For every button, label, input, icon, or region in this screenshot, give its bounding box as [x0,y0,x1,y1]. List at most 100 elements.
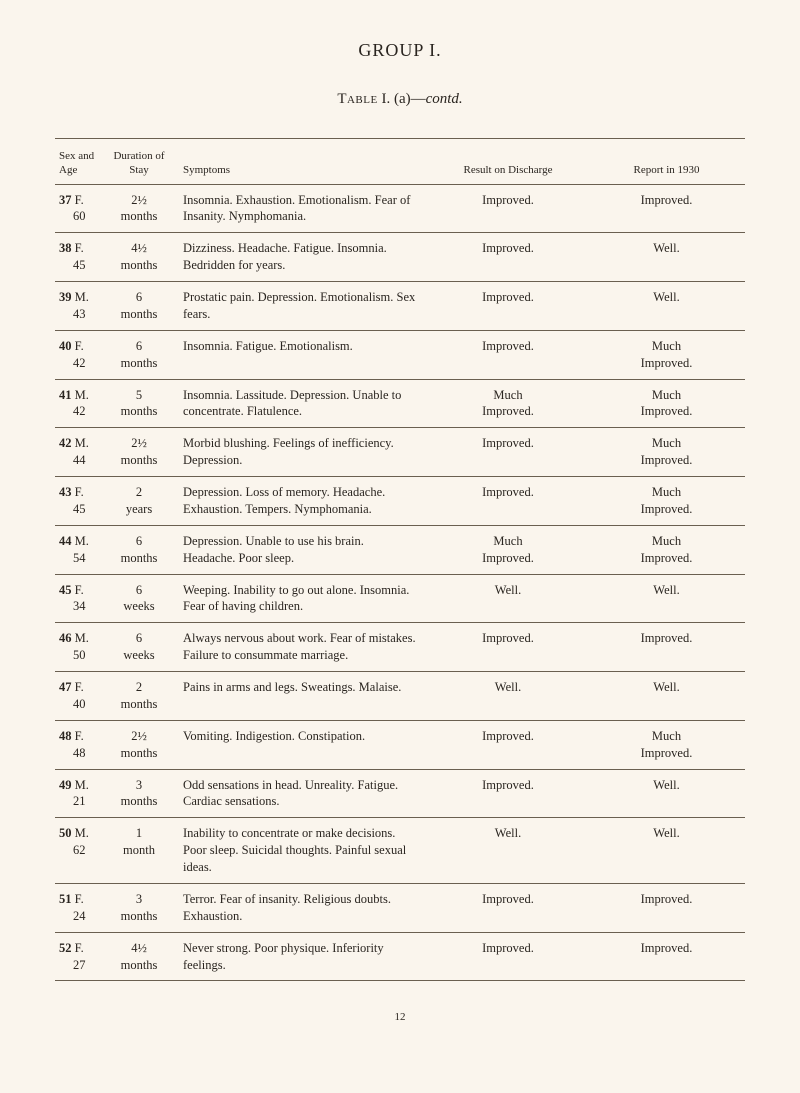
cell-duration: 5 months [105,379,173,428]
cell-duration: 2½ months [105,428,173,477]
table-row: 37 F.602½ monthsInsomnia. Exhaustion. Em… [55,184,745,233]
cell-duration: 6 months [105,282,173,331]
cell-result: Improved. [428,184,588,233]
col-header-report: Report in 1930 [588,139,745,185]
table-row: 50 M.621 monthInability to concentrate o… [55,818,745,884]
cell-duration: 6 weeks [105,623,173,672]
cell-duration: 2½ months [105,720,173,769]
cell-report: Well. [588,574,745,623]
cell-symptoms: Depression. Unable to use his brain. Hea… [173,525,428,574]
cell-sexage: 42 M.44 [55,428,105,477]
col-header-sexage: Sex and Age [55,139,105,185]
cell-result: Well. [428,574,588,623]
cell-report: Well. [588,672,745,721]
table-row: 39 M.436 monthsProstatic pain. Depressio… [55,282,745,331]
cell-duration: 3 months [105,883,173,932]
cell-duration: 2½ months [105,184,173,233]
cell-result: Much Improved. [428,525,588,574]
subheading-number: I. (a)— [378,91,426,107]
table-row: 40 F.426 monthsInsomnia. Fatigue. Emotio… [55,330,745,379]
cell-report: Much Improved. [588,428,745,477]
cell-result: Improved. [428,883,588,932]
subheading-contd: contd. [426,91,463,107]
cell-sexage: 40 F.42 [55,330,105,379]
cell-sexage: 44 M.54 [55,525,105,574]
col-header-result: Result on Discharge [428,139,588,185]
table-row: 43 F.452 yearsDepression. Loss of memory… [55,477,745,526]
table-row: 42 M.442½ monthsMorbid blushing. Feeling… [55,428,745,477]
cell-report: Much Improved. [588,720,745,769]
cell-symptoms: Prostatic pain. Depression. Emotionalism… [173,282,428,331]
cell-sexage: 49 M.21 [55,769,105,818]
table-row: 38 F.454½ monthsDizziness. Headache. Fat… [55,233,745,282]
cell-report: Improved. [588,623,745,672]
cell-symptoms: Depression. Loss of memory. Head­ache. E… [173,477,428,526]
cell-symptoms: Pains in arms and legs. Sweatings. Malai… [173,672,428,721]
cell-report: Well. [588,233,745,282]
table-row: 41 M.425 monthsInsomnia. Lassitude. Depr… [55,379,745,428]
table-row: 48 F.482½ monthsVomiting. Indigestion. C… [55,720,745,769]
cell-report: Improved. [588,932,745,981]
cell-report: Well. [588,769,745,818]
cell-sexage: 52 F.27 [55,932,105,981]
cell-duration: 4½ months [105,233,173,282]
cell-result: Improved. [428,282,588,331]
subheading-table-word: Table [337,91,377,107]
cell-symptoms: Inability to concentrate or make decisio… [173,818,428,884]
cell-sexage: 48 F.48 [55,720,105,769]
cell-result: Improved. [428,233,588,282]
table-row: 49 M.213 monthsOdd sensations in head. U… [55,769,745,818]
table-row: 47 F.402 monthsPains in arms and legs. S… [55,672,745,721]
cell-symptoms: Never strong. Poor physique. Inferiority… [173,932,428,981]
cell-sexage: 38 F.45 [55,233,105,282]
table-row: 46 M.506 weeksAlways nervous about work.… [55,623,745,672]
cell-result: Improved. [428,932,588,981]
cell-result: Well. [428,672,588,721]
table-subheading: Table I. (a)—contd. [55,91,745,108]
table-row: 45 F.346 weeksWeeping. Inability to go o… [55,574,745,623]
cell-symptoms: Odd sensations in head. Unreality. Fatig… [173,769,428,818]
cell-report: Improved. [588,883,745,932]
cell-sexage: 50 M.62 [55,818,105,884]
cell-report: Improved. [588,184,745,233]
cell-result: Improved. [428,477,588,526]
cell-symptoms: Always nervous about work. Fear of mista… [173,623,428,672]
cell-symptoms: Dizziness. Headache. Fatigue. Insomnia. … [173,233,428,282]
cell-result: Improved. [428,720,588,769]
table-row: 44 M.546 monthsDepression. Unable to use… [55,525,745,574]
table-row: 52 F.274½ monthsNever strong. Poor physi… [55,932,745,981]
cell-report: Well. [588,818,745,884]
cell-sexage: 39 M.43 [55,282,105,331]
cell-symptoms: Morbid blushing. Feelings of in­efficien… [173,428,428,477]
col-header-symptoms: Symptoms [173,139,428,185]
cell-sexage: 47 F.40 [55,672,105,721]
group-heading: GROUP I. [55,40,745,61]
cell-report: Much Improved. [588,379,745,428]
cell-sexage: 43 F.45 [55,477,105,526]
cell-symptoms: Vomiting. Indigestion. Constipation. [173,720,428,769]
cell-sexage: 37 F.60 [55,184,105,233]
cell-symptoms: Weeping. Inability to go out alone. Inso… [173,574,428,623]
cell-report: Much Improved. [588,477,745,526]
cell-result: Improved. [428,428,588,477]
cell-sexage: 41 M.42 [55,379,105,428]
data-table: Sex and Age Duration of Stay Symptoms Re… [55,138,745,981]
page-number: 12 [55,1011,745,1023]
cell-symptoms: Insomnia. Fatigue. Emotionalism. [173,330,428,379]
cell-duration: 6 months [105,330,173,379]
cell-duration: 4½ months [105,932,173,981]
cell-symptoms: Terror. Fear of insanity. Religious doub… [173,883,428,932]
table-header-row: Sex and Age Duration of Stay Symptoms Re… [55,139,745,185]
cell-duration: 2 months [105,672,173,721]
cell-duration: 1 month [105,818,173,884]
cell-duration: 6 weeks [105,574,173,623]
cell-result: Improved. [428,330,588,379]
table-row: 51 F.243 monthsTerror. Fear of insanity.… [55,883,745,932]
table-body: 37 F.602½ monthsInsomnia. Exhaustion. Em… [55,184,745,981]
cell-sexage: 51 F.24 [55,883,105,932]
cell-symptoms: Insomnia. Lassitude. Depression. Unable … [173,379,428,428]
cell-report: Well. [588,282,745,331]
cell-duration: 2 years [105,477,173,526]
cell-result: Well. [428,818,588,884]
cell-symptoms: Insomnia. Exhaustion. Emotion­alism. Fea… [173,184,428,233]
